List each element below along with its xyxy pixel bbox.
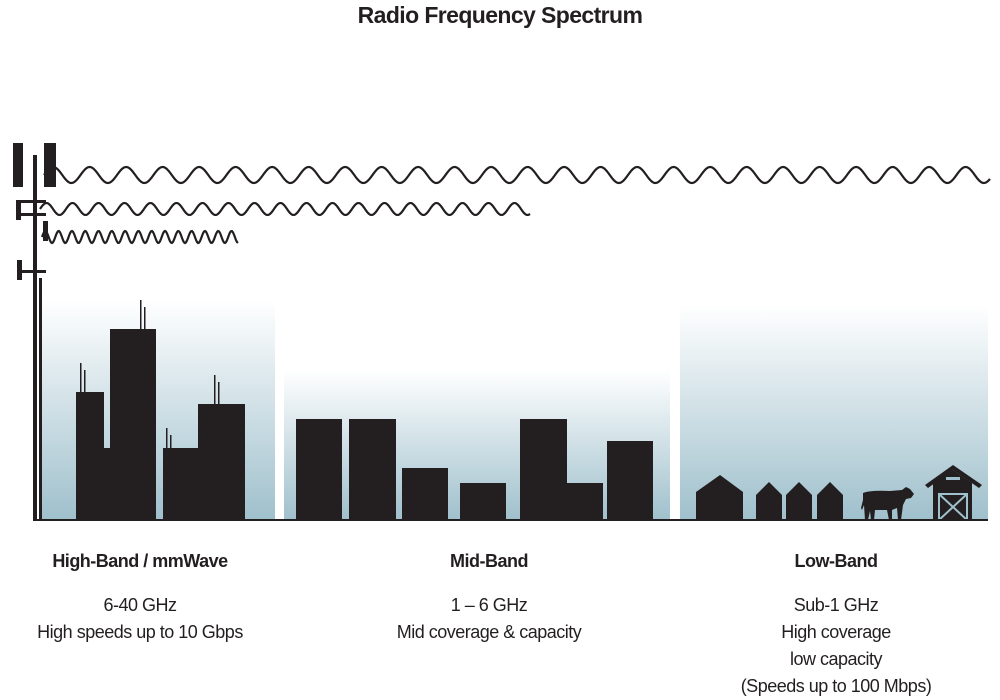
band-name: Low-Band [794,551,879,571]
band-line: High coverage [781,622,891,642]
ground-line [33,519,988,521]
band-mid: Mid-Band 1 – 6 GHz Mid coverage & capaci… [329,548,649,646]
band-line: High speeds up to 10 Gbps [37,622,243,642]
cow-icon [861,487,914,520]
diagram-title: Radio Frequency Spectrum [357,2,643,28]
band-line: (Speeds up to 100 Mbps) [740,676,932,696]
city-buildings-icon [76,300,653,520]
band-name: Mid-Band [450,551,528,571]
band-line: 1 – 6 GHz [450,595,528,615]
band-low: Low-Band Sub-1 GHz High coverage low cap… [676,548,996,700]
band-line: Sub-1 GHz [793,595,879,615]
houses-icon [696,475,843,520]
band-high: High-Band / mmWave 6-40 GHz High speeds … [0,548,300,646]
low-band-wave [43,165,991,185]
band-line: Mid coverage & capacity [396,622,582,642]
mid-band-wave [39,201,531,217]
cell-tower-icon [13,143,56,520]
band-name: High-Band / mmWave [52,551,228,571]
band-line: low capacity [789,649,883,669]
high-band-wave [40,229,239,245]
band-line: 6-40 GHz [103,595,177,615]
